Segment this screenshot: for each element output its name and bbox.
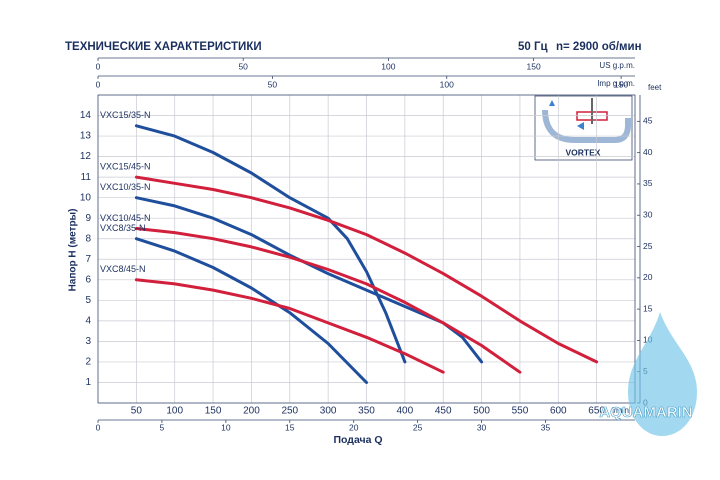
right-tick-label: 20 <box>643 272 653 282</box>
right-axis-label: feet <box>648 83 662 92</box>
y-tick-label: 9 <box>85 213 91 224</box>
bottom2-tick-label: 5 <box>160 422 165 432</box>
x-tick-label: 550 <box>512 406 529 417</box>
curve-label: VXC10/35-N <box>100 182 151 192</box>
bottom2-tick-label: 35 <box>541 422 551 432</box>
plot-frame <box>97 94 636 404</box>
right-tick-label: 30 <box>643 209 653 219</box>
top-tick-label: 0 <box>96 79 101 89</box>
curve-label: VXC10/45-N <box>100 213 151 223</box>
curve-label: VXC8/35-N <box>100 223 146 233</box>
curve <box>134 278 445 374</box>
watermark: AQUAMARIN Avito <box>599 312 697 462</box>
y-tick-label: 8 <box>85 233 91 244</box>
right-tick-label: 15 <box>643 303 653 313</box>
x-axis-label: Подача Q <box>333 434 382 446</box>
chart-title: ТЕХНИЧЕСКИЕ ХАРАКТЕРИСТИКИ <box>65 41 262 53</box>
frequency: 50 Гц <box>518 41 548 53</box>
bottom2-tick-label: 15 <box>285 422 295 432</box>
y-tick-label: 4 <box>85 316 91 327</box>
y-tick-label: 13 <box>80 131 92 142</box>
x-tick-label: 600 <box>550 406 567 417</box>
x-tick-label: 300 <box>320 406 337 417</box>
x-tick-label: 350 <box>358 406 375 417</box>
curve <box>134 175 599 364</box>
right-tick-label: 45 <box>643 116 653 126</box>
x-tick-label: 650 <box>588 406 605 417</box>
x-tick-label: 500 <box>473 406 490 417</box>
top-axis-label: Imp g.p.m. <box>597 79 635 88</box>
watermark-site: Avito <box>640 445 680 462</box>
y-tick-label: 7 <box>85 254 91 265</box>
x-tick-label: 200 <box>243 406 260 417</box>
top-tick-label: 50 <box>238 61 248 71</box>
speed: n= 2900 об/мин <box>556 41 642 53</box>
curve-label: VXC15/35-N <box>100 110 151 120</box>
y-tick-label: 1 <box>85 377 91 388</box>
curve-label: VXC8/45-N <box>100 264 146 274</box>
x-tick-label: 400 <box>397 406 414 417</box>
bottom2-tick-label: 0 <box>96 422 101 432</box>
y-axis-label: Напор H (метры) <box>68 209 79 292</box>
watermark-brand: AQUAMARIN <box>599 404 692 421</box>
inset-arrows <box>549 100 584 130</box>
inset-label: VORTEX <box>566 147 601 157</box>
bottom2-tick-label: 25 <box>413 422 423 432</box>
y-tick-label: 6 <box>85 274 91 285</box>
right-tick-label: 40 <box>643 147 653 157</box>
x-tick-label: 450 <box>435 406 452 417</box>
curve <box>134 124 407 364</box>
top-axis-label: US g.p.m. <box>599 61 635 70</box>
x-tick-label: 50 <box>131 406 143 417</box>
top-tick-label: 50 <box>268 79 278 89</box>
x-tick-label: 100 <box>166 406 183 417</box>
right-tick-label: 25 <box>643 241 653 251</box>
top-tick-label: 150 <box>527 61 541 71</box>
y-tick-label: 5 <box>85 295 91 306</box>
right-tick-label: 35 <box>643 178 653 188</box>
y-tick-label: 14 <box>80 110 92 121</box>
bottom2-tick-label: 10 <box>221 422 231 432</box>
curve <box>134 227 522 374</box>
bottom2-tick-label: 20 <box>349 422 359 432</box>
y-tick-label: 3 <box>85 336 91 347</box>
x-unit: l/min <box>612 406 629 415</box>
watermark-drop <box>628 312 697 436</box>
y-tick-label: 2 <box>85 357 91 368</box>
top-tick-label: 100 <box>440 79 454 89</box>
x-tick-label: 250 <box>281 406 298 417</box>
top-tick-label: 150 <box>614 79 628 89</box>
y-tick-label: 11 <box>81 172 92 183</box>
top-tick-label: 100 <box>381 61 395 71</box>
curve <box>134 237 368 384</box>
bottom2-tick-label: 30 <box>477 422 487 432</box>
inset: VORTEX <box>534 95 633 161</box>
inset-volute <box>542 109 631 143</box>
y-tick-label: 10 <box>80 192 92 203</box>
y-tick-label: 12 <box>80 151 92 162</box>
curve-label: VXC15/45-N <box>100 162 151 172</box>
x-tick-label: 150 <box>205 406 222 417</box>
top-tick-label: 0 <box>96 61 101 71</box>
